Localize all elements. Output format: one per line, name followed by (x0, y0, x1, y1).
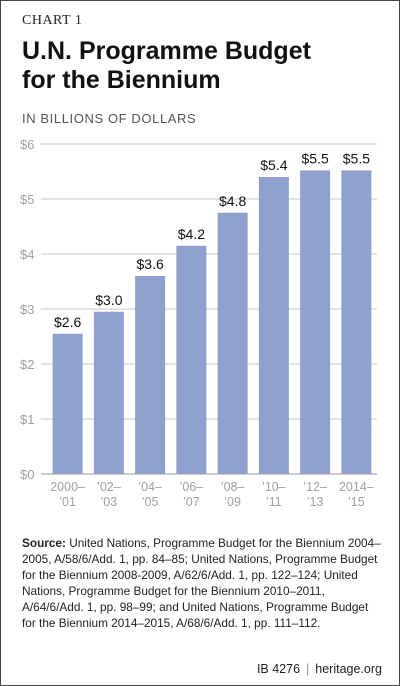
x-tick-label: ’09 (224, 495, 241, 509)
y-tick-label: $0 (20, 467, 34, 482)
bar (52, 333, 83, 474)
data-label: $5.5 (302, 150, 329, 166)
bar (341, 170, 372, 474)
bar-chart: $0 $1 $2 $3 $4 $5 $6 $2.6 2000–’01 $3.0 ’02–’03 $3.… (20, 137, 377, 509)
data-label: $3.0 (95, 292, 122, 308)
y-tick-label: $4 (20, 247, 34, 262)
y-tick-label: $5 (20, 192, 34, 207)
chart-title-line-1: U.N. Programme Budget (22, 37, 311, 65)
data-label: $4.2 (178, 226, 205, 242)
data-label: $2.6 (54, 314, 81, 330)
x-tick-label: ’02– (97, 480, 121, 494)
x-tick-label: ’03 (101, 495, 118, 509)
x-tick-label: ’01 (59, 495, 76, 509)
data-label: $5.4 (260, 157, 287, 173)
y-tick-label: $6 (20, 137, 34, 152)
x-tick-label: ’11 (266, 495, 282, 509)
chart-title: U.N. Programme Budget for the Biennium (22, 37, 382, 95)
bar (300, 170, 331, 474)
x-tick-label: ’13 (307, 495, 324, 509)
x-tick-label: ’08– (221, 480, 245, 494)
x-tick-label: 2014– (339, 480, 374, 494)
y-tick-label: $2 (20, 357, 34, 372)
data-label: $5.5 (343, 150, 370, 166)
x-tick-label: ’05 (142, 495, 159, 509)
source-label: Source: (22, 536, 66, 550)
footer: IB 4276 | heritage.org (257, 662, 382, 676)
data-label: $4.8 (219, 193, 246, 209)
data-label: $3.6 (137, 256, 164, 272)
x-tick-label: ’10– (262, 480, 286, 494)
bar (93, 311, 124, 474)
source-text: United Nations, Programme Budget for the… (22, 536, 381, 630)
bar (217, 212, 248, 474)
chart-kicker: CHART 1 (22, 13, 83, 28)
chart-title-line-2: for the Biennium (22, 66, 221, 94)
bar (135, 276, 166, 474)
x-tick-label: ’06– (180, 480, 204, 494)
bar (258, 177, 289, 474)
footer-separator: | (306, 662, 310, 676)
x-tick-label: ’15 (348, 495, 365, 509)
y-tick-label: $3 (20, 302, 34, 317)
x-tick-label: ’04– (138, 480, 162, 494)
x-tick-label: 2000– (50, 480, 85, 494)
footer-id: IB 4276 (256, 662, 301, 676)
chart-subtitle: IN BILLIONS OF DOLLARS (22, 111, 197, 126)
x-tick-label: ’07 (183, 495, 200, 509)
source-note: Source: United Nations, Programme Budget… (22, 535, 384, 631)
footer-site: heritage.org (315, 662, 382, 676)
bar (176, 245, 207, 474)
y-tick-label: $1 (20, 412, 34, 427)
x-tick-label: ’12– (303, 480, 327, 494)
